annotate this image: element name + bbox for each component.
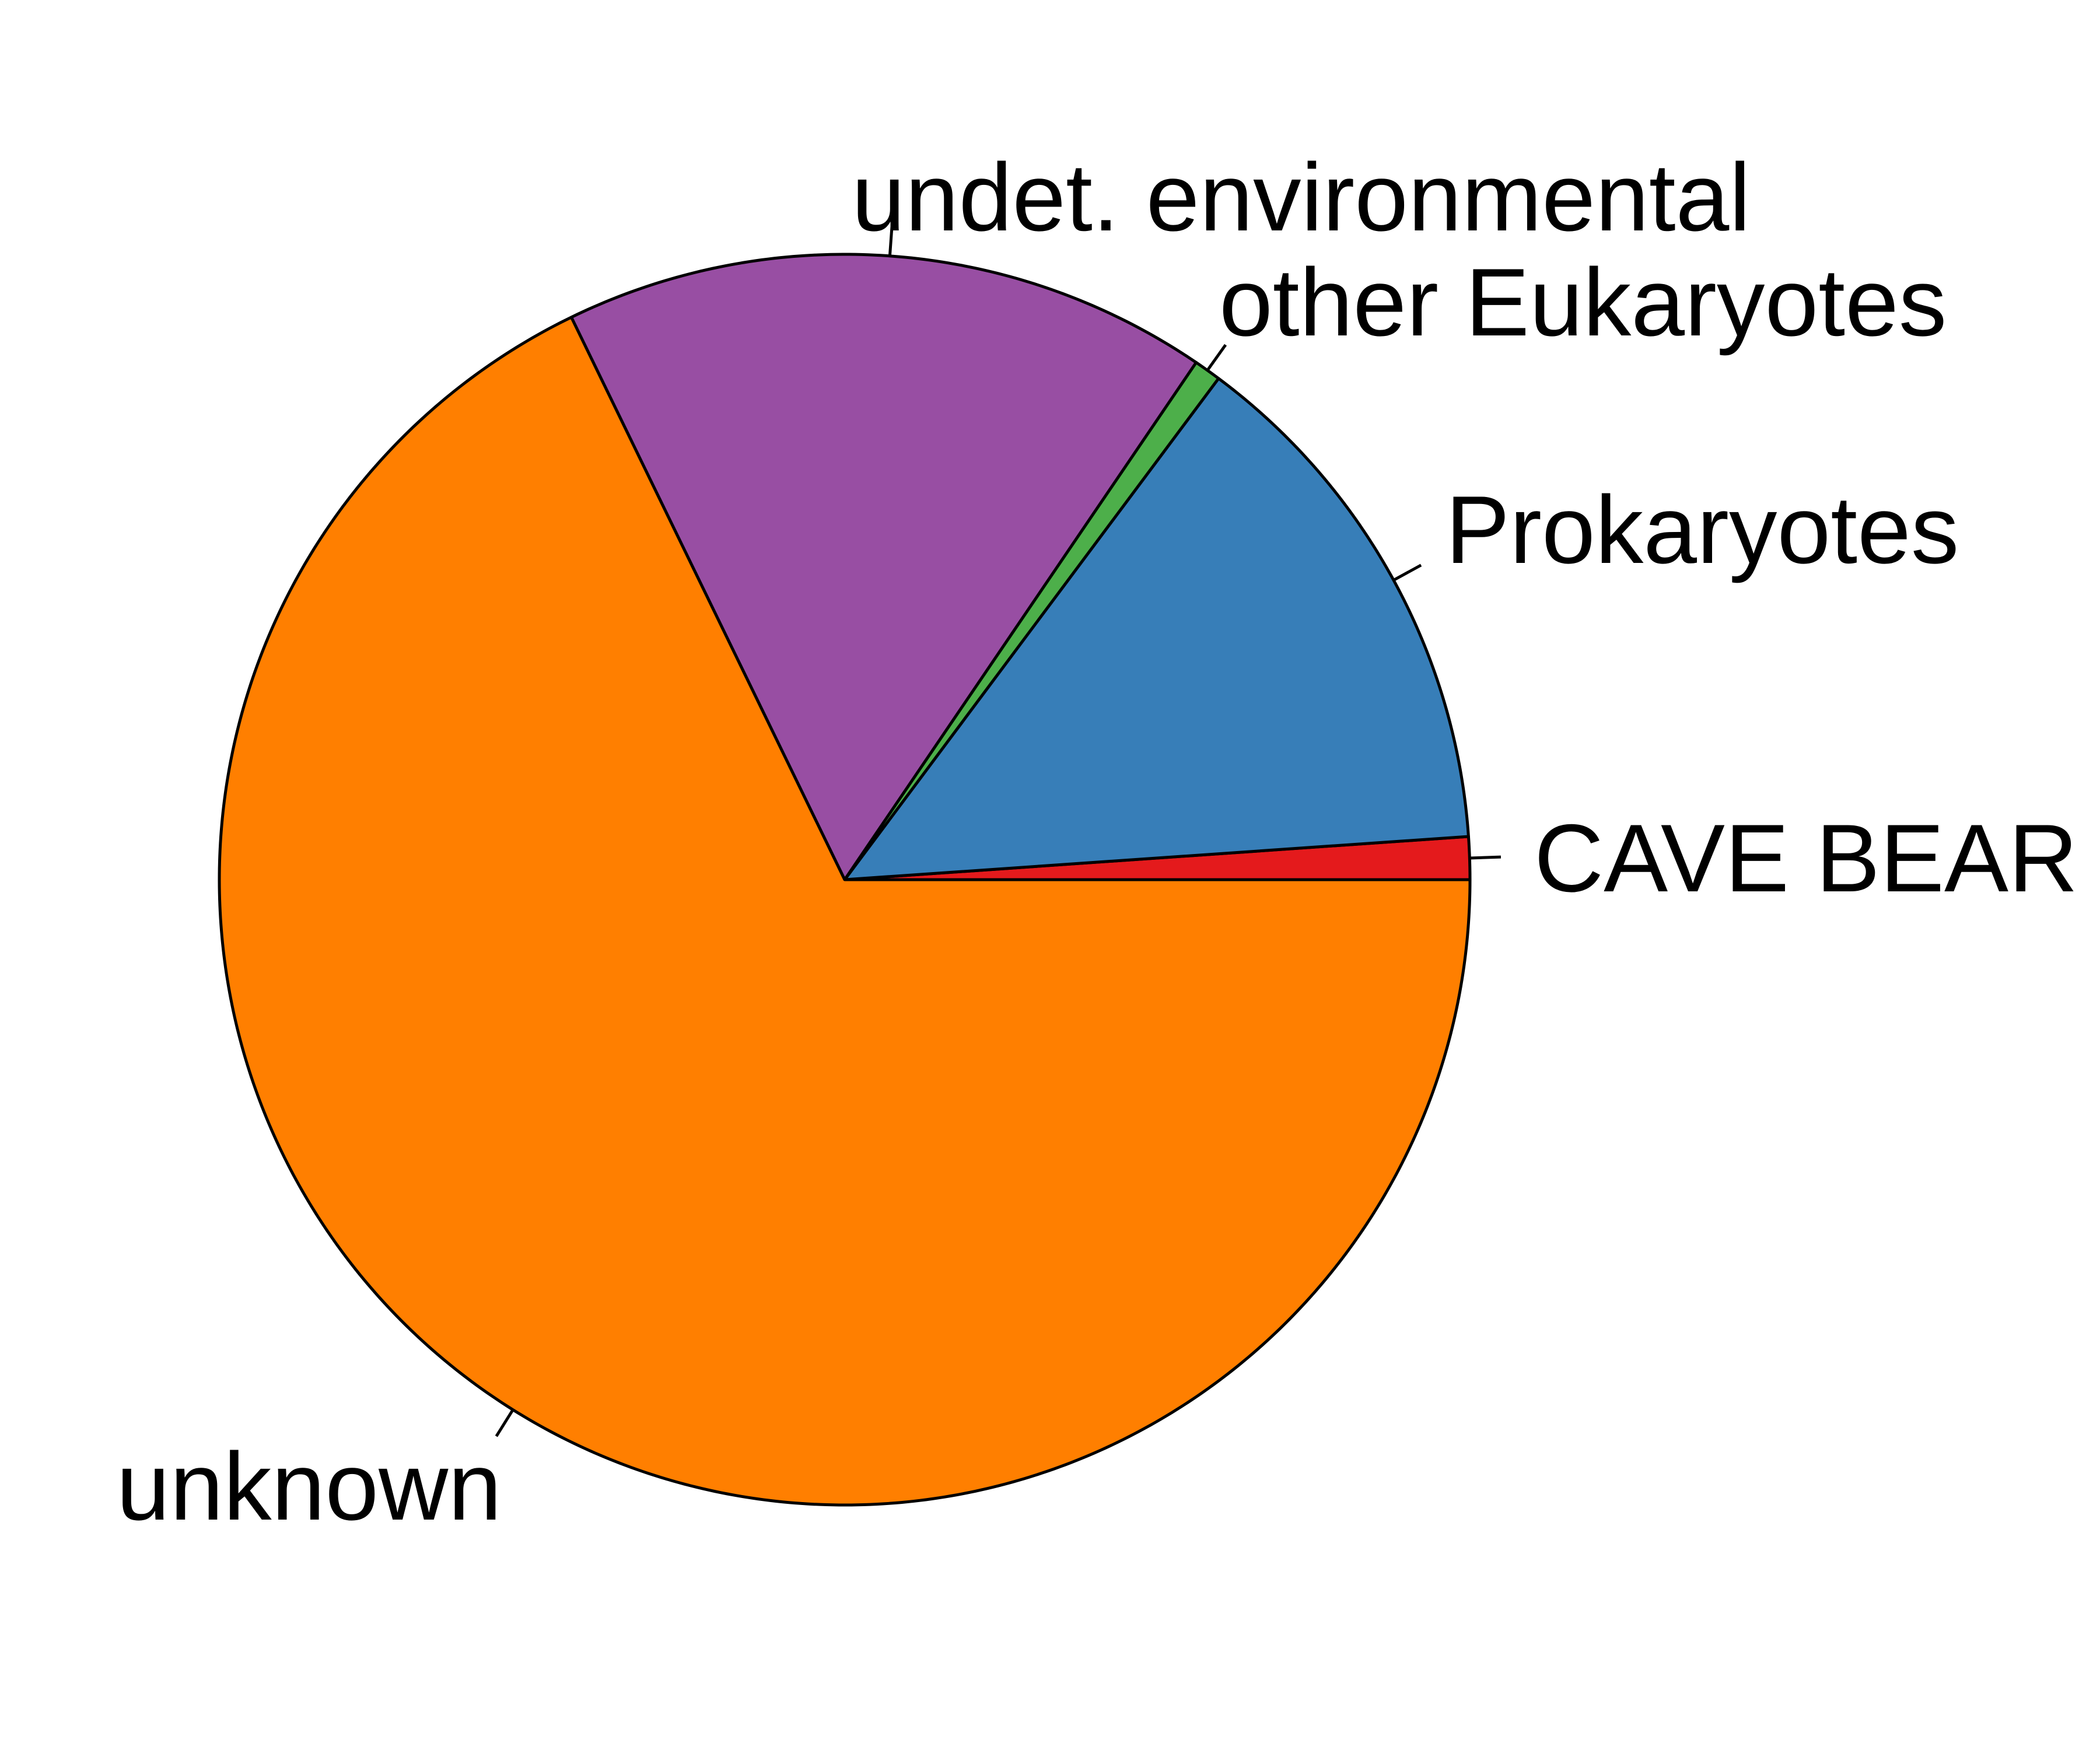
label-other-eukaryotes: other Eukaryotes bbox=[1219, 249, 1947, 356]
label-unknown: unknown bbox=[117, 1433, 502, 1540]
label-prokaryotes: Prokaryotes bbox=[1446, 476, 1959, 583]
label-leader-lines bbox=[495, 225, 1502, 1437]
leader-line-prokaryotes bbox=[1392, 564, 1422, 582]
leader-line-cave-bear bbox=[1469, 855, 1502, 860]
pie-slices bbox=[218, 253, 1472, 1507]
leader-line-other-eukaryotes bbox=[1206, 344, 1227, 372]
slice-prokaryotes bbox=[843, 377, 1470, 881]
label-cave-bear: CAVE BEAR bbox=[1534, 804, 2078, 912]
slice-undet-environmental bbox=[569, 253, 1198, 881]
label-undet-environmental: undet. environmental bbox=[852, 144, 1751, 251]
leader-line-undet-environmental bbox=[888, 225, 894, 256]
leader-line-unknown bbox=[495, 1409, 514, 1437]
